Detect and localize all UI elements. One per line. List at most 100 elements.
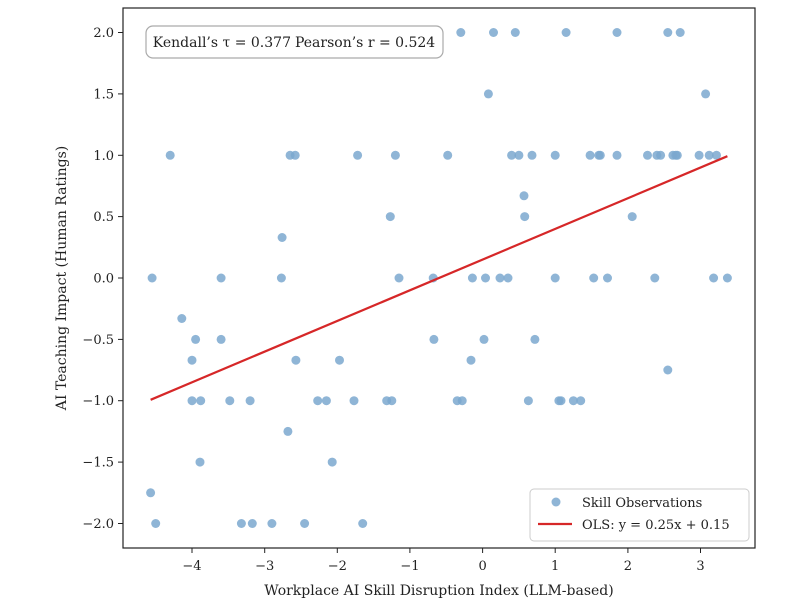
data-point — [519, 191, 529, 201]
data-point — [187, 396, 197, 406]
data-point — [701, 89, 711, 99]
data-point — [276, 273, 286, 283]
data-point — [510, 28, 520, 37]
y-axis-ticks: 2.0 1.5 1.0 0.5 0.0 −0.5 −1.0 −1.5 −2.0 — [82, 26, 123, 532]
y-axis-title: AI Teaching Impact (Human Ratings) — [54, 146, 70, 411]
data-point — [443, 150, 453, 160]
data-point — [247, 519, 257, 528]
data-point — [267, 519, 277, 528]
data-point — [612, 150, 622, 160]
x-tick-label: −2 — [328, 559, 347, 574]
data-point — [520, 212, 530, 222]
data-point — [663, 365, 673, 375]
data-point — [195, 457, 205, 467]
data-point — [507, 150, 517, 160]
data-point — [556, 396, 566, 406]
data-point — [358, 519, 368, 528]
y-tick-label: 2.0 — [93, 26, 114, 41]
x-tick-label: 2 — [624, 559, 632, 574]
data-point — [643, 150, 652, 160]
legend: Skill Observations OLS: y = 0.25x + 0.15 — [529, 488, 750, 542]
data-point — [466, 355, 476, 365]
y-tick-label: −2.0 — [82, 517, 114, 532]
data-point — [656, 150, 666, 160]
data-point — [672, 150, 682, 160]
data-point — [489, 28, 498, 37]
data-point — [479, 334, 489, 344]
y-tick-label: −0.5 — [82, 333, 114, 348]
data-point — [191, 334, 201, 344]
data-point — [165, 150, 175, 160]
data-point — [300, 519, 310, 528]
data-point — [589, 273, 599, 283]
data-point — [236, 519, 246, 528]
data-point — [481, 273, 490, 283]
data-point — [385, 212, 395, 222]
data-point — [709, 273, 719, 283]
data-point — [585, 150, 595, 160]
legend-marker-skill-observations — [551, 497, 561, 507]
stats-annotation-text: Kendall’s τ = 0.377 Pearson’s r = 0.524 — [153, 35, 436, 51]
data-point — [527, 150, 537, 160]
x-tick-label: 1 — [551, 559, 559, 574]
data-point — [335, 355, 344, 365]
data-point — [147, 273, 157, 283]
data-point — [595, 150, 605, 160]
data-point — [550, 273, 560, 283]
y-tick-label: 1.5 — [93, 87, 114, 102]
x-tick-label: 3 — [696, 559, 704, 574]
ols-fit-line — [150, 155, 728, 401]
x-tick-label: −1 — [400, 559, 419, 574]
data-point — [225, 396, 235, 406]
data-point — [277, 233, 287, 242]
x-tick-label: −4 — [182, 559, 201, 574]
data-point — [712, 150, 721, 160]
data-point — [663, 28, 673, 37]
data-point — [561, 28, 571, 37]
y-tick-label: 1.0 — [93, 149, 114, 164]
y-tick-label: −1.0 — [82, 394, 114, 409]
data-point — [612, 28, 622, 37]
x-axis-title: Workplace AI Skill Disruption Index (LLM… — [264, 583, 613, 599]
y-tick-label: −1.5 — [82, 456, 114, 471]
data-point — [675, 28, 685, 37]
data-point — [550, 150, 560, 160]
data-point — [627, 212, 637, 222]
data-point — [187, 355, 197, 365]
data-point — [722, 273, 732, 283]
data-point — [650, 273, 660, 283]
data-point — [704, 150, 714, 160]
data-point — [216, 334, 226, 344]
data-point — [216, 273, 226, 283]
x-tick-label: 0 — [478, 559, 486, 574]
data-point — [514, 150, 524, 160]
data-point — [146, 488, 156, 498]
legend-label-ols: OLS: y = 0.25x + 0.15 — [582, 518, 730, 533]
pearson-r-label: Pearson’s r = 0.524 — [295, 35, 435, 51]
data-point — [568, 396, 578, 406]
data-point — [394, 273, 404, 283]
stats-annotation: Kendall’s τ = 0.377 Pearson’s r = 0.524 — [145, 25, 444, 59]
x-axis-ticks: −4 −3 −2 −1 0 1 2 3 — [182, 548, 705, 574]
data-point — [530, 334, 540, 344]
data-point — [353, 150, 363, 160]
data-point — [457, 396, 467, 406]
legend-box — [529, 488, 750, 542]
data-point — [313, 396, 323, 406]
kendall-tau-label: Kendall’s τ = 0.377 — [153, 35, 291, 51]
y-tick-label: 0.5 — [93, 210, 114, 225]
data-point — [694, 150, 704, 160]
data-point — [483, 89, 493, 99]
data-point — [387, 396, 397, 406]
data-point — [245, 396, 255, 406]
data-point — [603, 273, 612, 283]
data-point — [495, 273, 505, 283]
data-point — [290, 150, 300, 160]
data-point — [429, 334, 439, 344]
data-point — [467, 273, 477, 283]
fit-line-layer — [150, 155, 728, 401]
data-point — [151, 519, 161, 528]
data-point — [349, 396, 359, 406]
data-point — [390, 150, 400, 160]
